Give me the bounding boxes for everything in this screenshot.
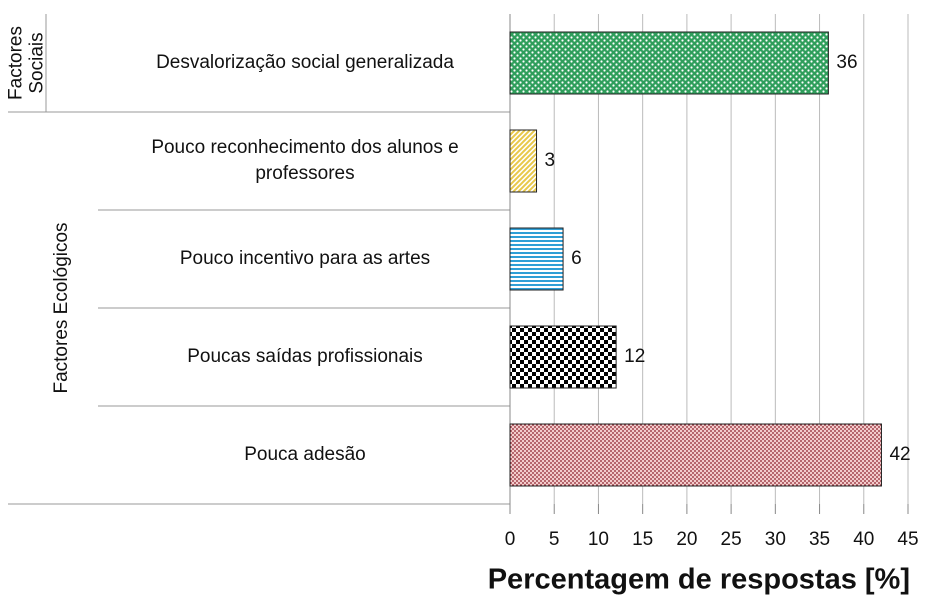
x-axis-label: Percentagem de respostas [%] bbox=[488, 564, 910, 596]
group-label: Sociais bbox=[27, 32, 48, 93]
bar bbox=[509, 325, 617, 389]
category-label: Poucas saídas profissionais bbox=[187, 346, 423, 368]
group-label: Factores Ecológicos bbox=[51, 222, 72, 393]
bar bbox=[509, 227, 564, 291]
value-label: 12 bbox=[624, 346, 645, 367]
x-tick-label: 40 bbox=[853, 529, 874, 550]
value-label: 6 bbox=[571, 248, 582, 269]
value-label: 3 bbox=[545, 150, 556, 171]
x-tick-label: 5 bbox=[549, 529, 560, 550]
x-tick-label: 20 bbox=[676, 529, 697, 550]
group-label: Factores bbox=[6, 26, 27, 100]
value-label: 42 bbox=[889, 444, 910, 465]
category-label: Pouca adesão bbox=[244, 444, 366, 466]
bar bbox=[509, 423, 882, 487]
x-tick-label: 35 bbox=[809, 529, 830, 550]
category-label: Pouco reconhecimento dos alunos e profes… bbox=[151, 137, 459, 184]
x-tick-label: 0 bbox=[505, 529, 516, 550]
x-tick-label: 15 bbox=[632, 529, 653, 550]
x-tick-label: 30 bbox=[765, 529, 786, 550]
category-label: Pouco incentivo para as artes bbox=[179, 248, 431, 270]
value-label: 36 bbox=[836, 52, 857, 73]
bar bbox=[509, 129, 538, 193]
x-tick-label: 45 bbox=[897, 529, 918, 550]
x-tick-label: 10 bbox=[588, 529, 609, 550]
category-label: Desvalorização social generalizada bbox=[156, 52, 454, 74]
x-tick-label: 25 bbox=[721, 529, 742, 550]
bar bbox=[509, 31, 829, 95]
